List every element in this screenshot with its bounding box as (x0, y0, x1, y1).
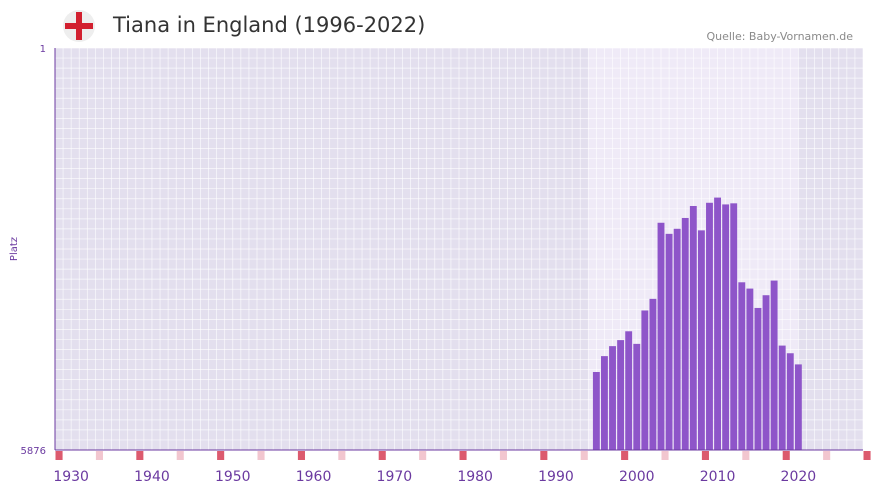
bar-2015 (754, 307, 762, 450)
decade-marker (55, 451, 63, 460)
bar-2008 (697, 230, 705, 450)
bar-1995 (592, 371, 600, 450)
y-tick-label: 5876 (21, 446, 46, 457)
bar-2005 (673, 228, 681, 450)
bar-2014 (746, 288, 754, 450)
decade-marker (378, 451, 386, 460)
x-tick-label-1950: 1950 (215, 469, 251, 485)
bar-2012 (730, 203, 738, 450)
bar-2019 (786, 353, 794, 450)
bar-1998 (617, 340, 625, 450)
bar-2001 (641, 310, 649, 450)
decade-marker (499, 451, 507, 460)
x-tick-label-2020: 2020 (781, 469, 817, 485)
decade-marker (863, 451, 871, 460)
y-tick-label: 1 (40, 44, 46, 55)
y-axis-label: Platz (9, 237, 20, 261)
decade-marker (782, 451, 790, 460)
bar-1999 (625, 331, 633, 450)
bar-1997 (609, 346, 616, 450)
decade-marker (701, 451, 709, 460)
decade-marker (338, 451, 346, 460)
x-tick-label-1990: 1990 (538, 469, 574, 485)
bar-2011 (722, 204, 730, 450)
england-flag-icon (62, 9, 96, 43)
decade-marker (661, 451, 669, 460)
x-tick-label-1940: 1940 (134, 469, 170, 485)
bar-2013 (738, 282, 746, 450)
bar-2003 (657, 222, 665, 450)
decade-marker (95, 451, 103, 460)
decade-marker (176, 451, 184, 460)
chart-title: Tiana in England (1996-2022) (113, 13, 426, 37)
source-credit: Quelle: Baby-Vornamen.de (706, 30, 853, 43)
decade-marker (742, 451, 750, 460)
bar-2007 (689, 205, 697, 450)
decade-marker (540, 451, 548, 460)
bar-2009 (706, 202, 713, 450)
bar-2016 (762, 295, 770, 450)
decade-marker (217, 451, 225, 460)
x-tick-label-1980: 1980 (457, 469, 493, 485)
decade-marker (419, 451, 427, 460)
bar-2004 (665, 233, 673, 450)
x-tick-label-1960: 1960 (296, 469, 332, 485)
bar-2020 (794, 364, 802, 450)
decade-marker (823, 451, 831, 460)
x-tick-label-2000: 2000 (619, 469, 655, 485)
bar-2017 (770, 280, 778, 450)
x-tick-label-2010: 2010 (700, 469, 736, 485)
decade-marker (297, 451, 305, 460)
bar-2018 (778, 345, 786, 450)
bar-1996 (601, 356, 608, 450)
decade-marker (136, 451, 144, 460)
decade-marker (621, 451, 629, 460)
x-tick-label-1970: 1970 (377, 469, 413, 485)
decade-marker (580, 451, 588, 460)
bar-2000 (633, 343, 641, 450)
bar-2002 (649, 298, 657, 450)
decade-marker (257, 451, 265, 460)
x-tick-label-1930: 1930 (53, 469, 89, 485)
decade-marker (459, 451, 467, 460)
bar-2010 (714, 197, 721, 450)
bar-2006 (681, 217, 689, 450)
